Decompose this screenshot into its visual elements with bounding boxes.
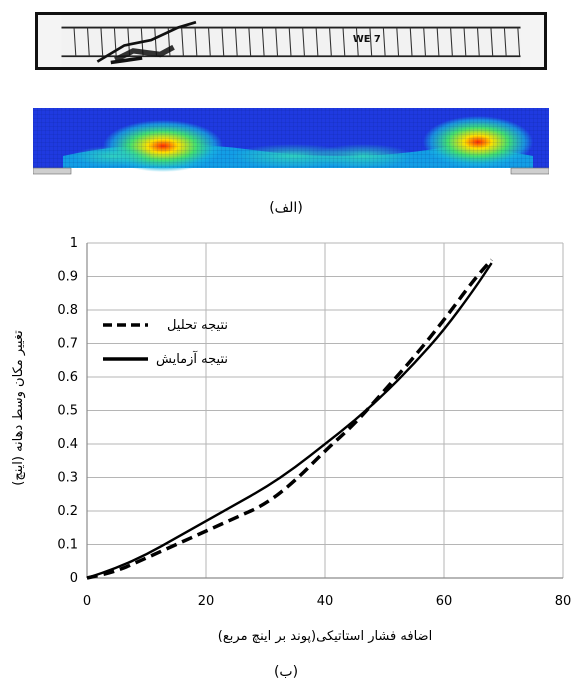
beam-stirrup-line: [100, 27, 104, 57]
beam-stirrup-line: [248, 27, 252, 57]
beam-stirrup-line: [355, 27, 359, 57]
beam-stirrup-line: [207, 27, 211, 57]
beam-stirrup-line: [342, 27, 346, 57]
beam-stirrup-line: [261, 27, 265, 57]
beam-crack-lines: [73, 27, 521, 57]
beam-stirrup-line: [288, 27, 292, 57]
y-axis-title: تغییر مکان وسط دهانه (اینچ): [11, 330, 26, 486]
beam-stirrup-line: [194, 27, 198, 57]
deflection-chart: 0 20 40 60 80 00.10.20.30.40.50.60.70.80.91 …: [11, 236, 571, 644]
x-tick-label: 60: [436, 594, 453, 609]
beam-stirrup-line: [490, 27, 494, 57]
beam-stirrup-line: [463, 27, 467, 57]
fe-contour-plot: [33, 108, 549, 175]
beam-stirrup-line: [436, 27, 440, 57]
x-tick-label: 0: [83, 594, 91, 609]
y-tick-labels: 0 0.1 0.2 0.3 0.4 0.5 0.6 0.7 0.8 0.9 1: [57, 236, 78, 586]
y-tick-label: 0.1: [57, 538, 78, 553]
legend-label-test: نتیجه آزمایش: [156, 350, 228, 367]
beam-stirrup-line: [423, 27, 427, 57]
beam-stirrup-line: [86, 27, 90, 57]
series-analysis-line: [86, 258, 493, 580]
figure-b-caption: (ب): [273, 664, 299, 680]
legend-label-analysis: نتیجه تحلیل: [167, 318, 228, 333]
series-test-line: [86, 262, 493, 580]
chart-series: [86, 258, 493, 580]
beam-photo: WE 7: [35, 12, 547, 70]
beam-stirrup-line: [181, 27, 184, 57]
x-tick-label: 40: [317, 594, 334, 609]
beam-stirrup-line: [396, 27, 400, 57]
chart-legend: نتیجه تحلیل نتیجه آزمایش: [103, 318, 228, 367]
chart-grid: [86, 242, 564, 579]
y-tick-label: 0.2: [57, 504, 78, 519]
y-tick-label: 0: [70, 571, 78, 586]
beam-stirrup-line: [409, 27, 413, 57]
y-tick-label: 0.9: [57, 270, 78, 285]
beam-stirrup-line: [315, 27, 319, 57]
y-tick-label: 0.7: [57, 337, 78, 352]
y-tick-label: 0.3: [57, 471, 78, 486]
beam-label: WE 7: [353, 34, 381, 45]
x-axis-title: اضافه فشار استاتیکی(پوند بر اینچ مربع): [218, 629, 432, 644]
beam-stirrup-line: [382, 27, 386, 57]
beam-stirrup-line: [275, 27, 279, 57]
y-tick-label: 0.6: [57, 370, 78, 385]
x-tick-label: 20: [198, 594, 215, 609]
y-tick-label: 0.4: [57, 437, 78, 452]
beam-stirrup-line: [517, 27, 521, 57]
x-tick-labels: 0 20 40 60 80: [83, 594, 571, 609]
beam-stirrup-line: [221, 27, 225, 57]
y-tick-label: 0.8: [57, 303, 78, 318]
beam-stirrup-line: [234, 27, 238, 57]
beam-stirrup-line: [450, 27, 453, 57]
figure-a-caption: (الف): [269, 200, 303, 216]
beam-stirrup-line: [476, 27, 480, 57]
beam-stirrup-line: [329, 27, 332, 57]
beam-stirrup-line: [73, 27, 77, 57]
figure-a: WE 7: [0, 0, 573, 230]
y-tick-label: 1: [70, 236, 78, 251]
y-tick-label: 0.5: [57, 404, 78, 419]
beam-stirrup-line: [503, 27, 507, 57]
x-tick-label: 80: [555, 594, 572, 609]
beam-stirrup-line: [302, 27, 305, 57]
beam-stirrup-line: [369, 27, 373, 57]
